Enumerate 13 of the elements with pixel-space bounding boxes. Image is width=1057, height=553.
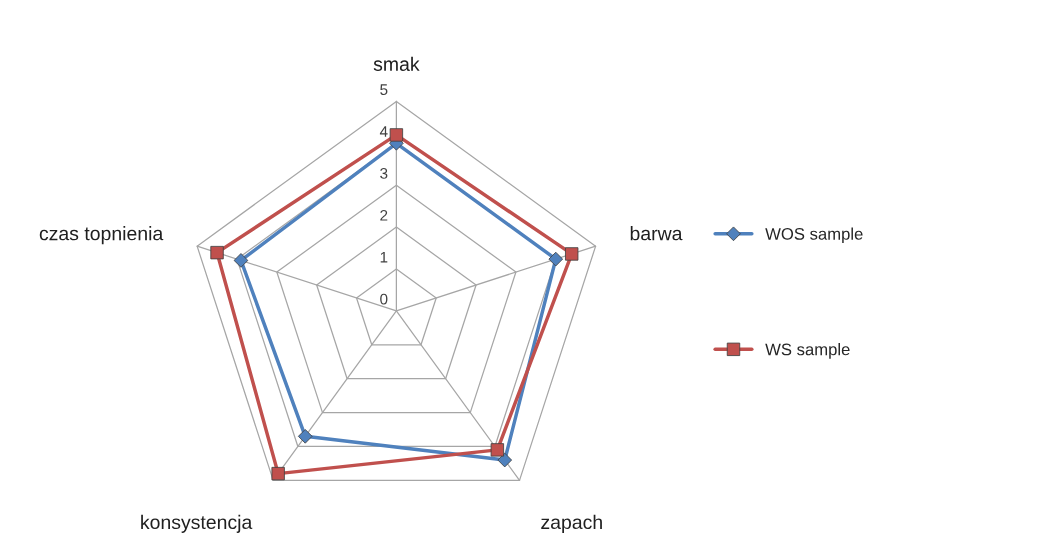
spoke-label: zapach bbox=[541, 514, 602, 533]
spoke-label: konsystencja bbox=[141, 514, 253, 533]
spoke-label: barwa bbox=[630, 226, 683, 241]
legend-label: WOS sample bbox=[765, 227, 863, 244]
y-tick-label: 2 bbox=[380, 209, 388, 221]
spoke-label: czas topnienia bbox=[39, 226, 164, 245]
y-tick-label: 0 bbox=[380, 293, 388, 305]
y-tick-label: 1 bbox=[380, 251, 388, 263]
legend-label: WS sample bbox=[765, 343, 850, 359]
y-tick-label: 4 bbox=[379, 126, 388, 137]
spoke-label: smak bbox=[373, 56, 420, 71]
y-tick-label: 3 bbox=[380, 168, 388, 179]
y-tick-label: 5 bbox=[380, 84, 388, 96]
